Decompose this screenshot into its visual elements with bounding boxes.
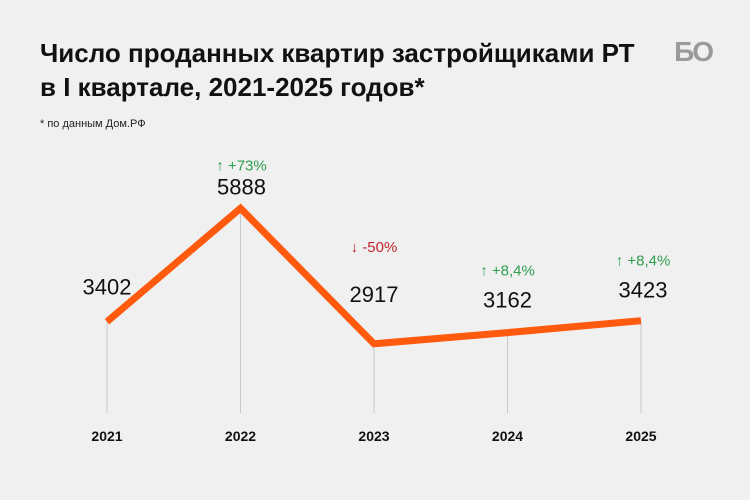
chart-title: Число проданных квартир застройщиками РТ…: [40, 38, 635, 102]
change-label: ↑ +8,4%: [480, 263, 535, 280]
change-label: ↑ +73%: [216, 157, 266, 174]
x-tick-label: 2024: [492, 428, 523, 444]
data-label: 3162: [483, 288, 532, 313]
data-label: 2917: [350, 282, 399, 307]
arrow-up-icon: ↑: [480, 263, 492, 280]
series-line: [104, 203, 642, 348]
change-label: ↑ +8,4%: [616, 253, 671, 270]
data-label: 3402: [83, 275, 132, 300]
data-label: 5888: [217, 174, 266, 199]
change-value: -50%: [362, 239, 397, 256]
arrow-up-icon: ↑: [216, 157, 228, 174]
arrow-up-icon: ↑: [616, 253, 628, 270]
x-tick-label: 2023: [358, 428, 389, 444]
change-label: ↓ -50%: [351, 239, 398, 256]
x-tick-label: 2021: [91, 428, 122, 444]
change-value: +8,4%: [492, 263, 535, 280]
x-tick-label: 2025: [625, 428, 656, 444]
brand-logo: БО: [674, 36, 714, 67]
x-tick-label: 2022: [225, 428, 256, 444]
chart-source-note: * по данным Дом.РФ: [40, 118, 146, 130]
arrow-down-icon: ↓: [351, 239, 363, 256]
data-label: 3423: [619, 278, 668, 303]
change-value: +8,4%: [627, 253, 670, 270]
change-value: +73%: [228, 157, 267, 174]
